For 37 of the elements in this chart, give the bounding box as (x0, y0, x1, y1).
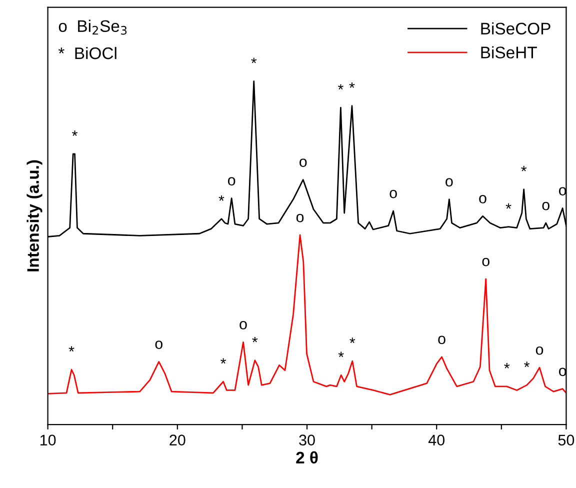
x-tick-label: 50 (558, 434, 574, 446)
annotation: * (504, 363, 510, 368)
x-tick-label: 10 (40, 434, 56, 446)
y-axis-title: Intensity (a.u.) (26, 160, 42, 272)
annotation: * (72, 130, 78, 136)
annotation: * (349, 82, 355, 88)
annotation: * (68, 346, 74, 352)
annotation: o (155, 340, 162, 349)
x-tick-label: 40 (428, 434, 445, 446)
x-tick-label: 20 (170, 434, 186, 446)
x-axis-title: 2 θ (296, 451, 318, 464)
annotation: * (251, 58, 257, 64)
annotation: o (542, 202, 550, 210)
annotation: * (350, 338, 356, 343)
x-tick-label: 30 (299, 434, 315, 446)
annotation: o (479, 195, 486, 204)
legend-label: BiSeCOP (481, 22, 550, 35)
annotation: o (240, 321, 247, 330)
annotation: o (536, 346, 544, 355)
annotation: o (482, 258, 490, 266)
annotation: o (228, 177, 236, 186)
annotation: o (296, 214, 304, 222)
annotation: * (218, 195, 224, 201)
annotation: * (506, 203, 512, 209)
text: o Bi$_{2}$Se$_{3}$ (58, 20, 127, 35)
annotation: * (338, 352, 344, 358)
annotation: o (438, 336, 446, 344)
annotation: * (524, 362, 530, 368)
annotation: * (338, 84, 344, 90)
annotation: o (300, 158, 307, 167)
text: * BiOCl (58, 46, 116, 60)
annotation: o (390, 190, 397, 198)
annotation: * (220, 358, 226, 364)
annotation: o (446, 178, 453, 187)
annotation: * (252, 336, 258, 342)
annotation: * (521, 166, 527, 172)
legend-label: BiSeHT (481, 46, 537, 58)
